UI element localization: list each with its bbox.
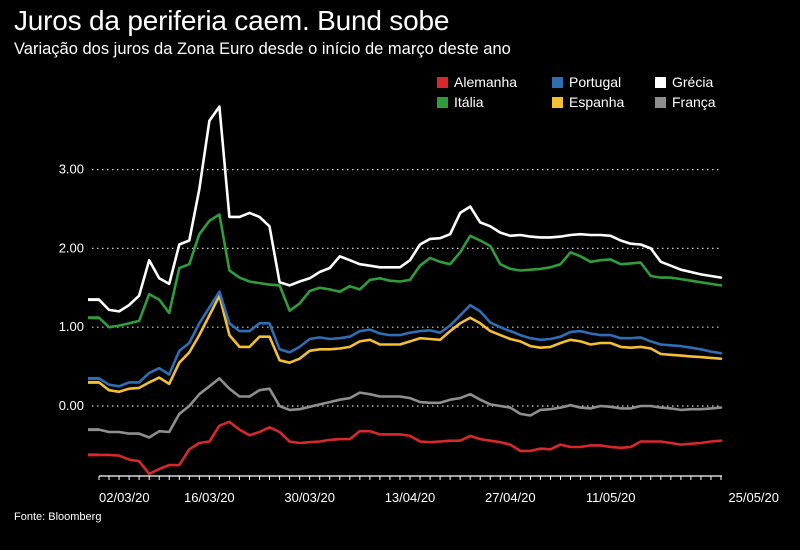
legend-item-alemanha: Alemanha bbox=[437, 74, 517, 90]
series-line-franca bbox=[97, 377, 723, 439]
legend-item-grecia: Grécia bbox=[655, 74, 713, 90]
legend-label: França bbox=[672, 94, 716, 110]
legend-label: Itália bbox=[454, 94, 484, 110]
legend-swatch bbox=[552, 77, 563, 88]
series-line-espanha bbox=[97, 294, 723, 394]
series-line-portugal bbox=[97, 290, 723, 388]
legend: Alemanha Itália Portugal Espanha Grécia … bbox=[437, 74, 737, 114]
y-tick-label: 3.00 bbox=[59, 162, 84, 177]
legend-item-portugal: Portugal bbox=[552, 74, 621, 90]
series-line-alemanha bbox=[97, 420, 723, 476]
x-tick-label: 02/03/20 bbox=[99, 490, 150, 505]
x-tick-label: 11/05/20 bbox=[586, 490, 636, 505]
series-line-grecia bbox=[97, 105, 723, 313]
x-tick-label: 27/04/20 bbox=[485, 490, 536, 505]
x-tick-label: 16/03/20 bbox=[184, 490, 235, 505]
legend-label: Portugal bbox=[569, 74, 622, 90]
y-tick-label: 0.00 bbox=[59, 398, 84, 413]
legend-label: Espanha bbox=[569, 94, 625, 110]
legend-swatch bbox=[552, 97, 563, 108]
legend-label: Grécia bbox=[672, 74, 714, 90]
chart-subtitle: Variação dos juros da Zona Euro desde o … bbox=[14, 40, 511, 58]
legend-item-italia: Itália bbox=[437, 94, 484, 110]
source-note: Fonte: Bloomberg bbox=[14, 511, 102, 523]
legend-swatch bbox=[437, 77, 448, 88]
series-line-italia bbox=[97, 213, 723, 329]
legend-item-espanha: Espanha bbox=[552, 94, 624, 110]
y-tick-label: 2.00 bbox=[59, 240, 84, 255]
x-tick-label: 30/03/20 bbox=[284, 490, 335, 505]
x-tick-label: 13/04/20 bbox=[385, 490, 436, 505]
x-tick-label: 25/05/20 bbox=[728, 490, 779, 505]
y-tick-label: 1.00 bbox=[59, 319, 84, 334]
legend-label: Alemanha bbox=[454, 74, 518, 90]
chart-title: Juros da periferia caem. Bund sobe bbox=[14, 5, 450, 36]
legend-swatch bbox=[655, 97, 666, 108]
legend-swatch bbox=[655, 77, 666, 88]
legend-swatch bbox=[437, 97, 448, 108]
legend-item-franca: França bbox=[655, 94, 716, 110]
